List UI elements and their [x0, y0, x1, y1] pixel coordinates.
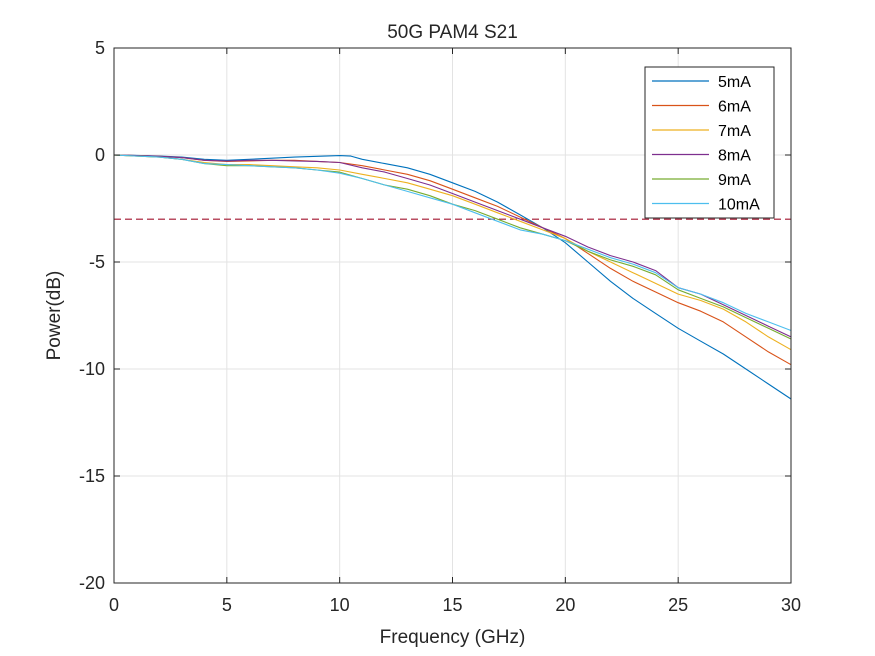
- x-tick-label: 0: [109, 595, 119, 615]
- x-axis-label: Frequency (GHz): [380, 627, 526, 648]
- series-layer: [113, 154, 792, 400]
- y-tick-label: -20: [79, 573, 105, 593]
- legend-label-5mA: 5mA: [718, 74, 751, 91]
- legend-label-7mA: 7mA: [718, 123, 751, 140]
- x-tick-label: 10: [330, 595, 350, 615]
- y-axis-label: Power(dB): [44, 271, 65, 361]
- y-tick-label: 5: [95, 38, 105, 58]
- x-tick-label: 30: [781, 595, 801, 615]
- y-tick-label: -5: [89, 252, 105, 272]
- legend-label-6mA: 6mA: [718, 99, 751, 116]
- legend-label-8mA: 8mA: [718, 148, 751, 165]
- legend-label-9mA: 9mA: [718, 172, 751, 189]
- x-tick-label: 25: [668, 595, 688, 615]
- chart-title: 50G PAM4 S21: [387, 22, 518, 43]
- y-tick-label: 0: [95, 145, 105, 165]
- x-tick-label: 5: [222, 595, 232, 615]
- x-tick-label: 20: [555, 595, 575, 615]
- x-tick-label: 15: [442, 595, 462, 615]
- y-tick-label: -15: [79, 466, 105, 486]
- series-line-5mA: [113, 154, 792, 400]
- legend: 5mA 6mA 7mA 8mA 9mA 10mA: [644, 66, 775, 219]
- legend-box: [644, 66, 775, 219]
- y-tick-label: -10: [79, 359, 105, 379]
- legend-label-10mA: 10mA: [718, 197, 760, 214]
- series-line-10mA: [113, 154, 792, 332]
- axis-ticks: 0 5 10 15 20 25 30 5 0 -5 -10 -15 -20: [79, 38, 801, 615]
